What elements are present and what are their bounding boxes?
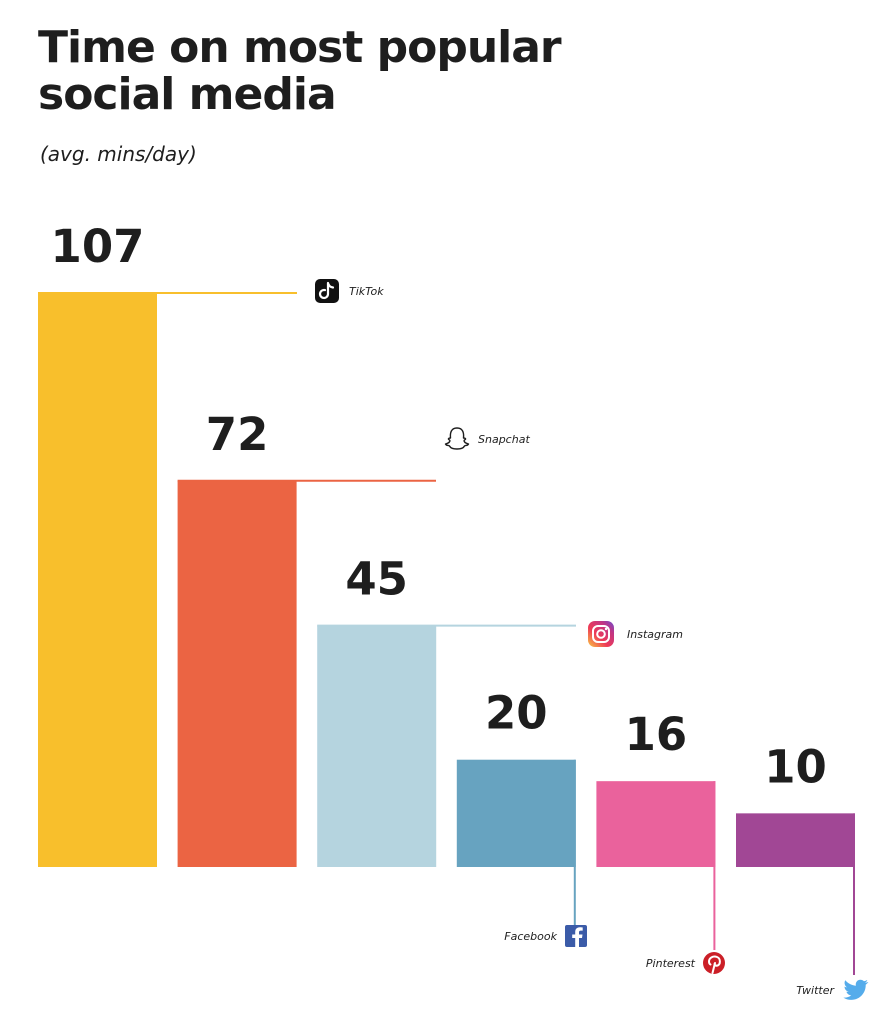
value-label-instagram: 45	[345, 553, 408, 606]
value-label-snapchat: 72	[206, 408, 269, 461]
platform-label-snapchat: Snapchat	[478, 433, 530, 446]
platform-label-twitter: Twitter	[796, 984, 835, 997]
value-label-tiktok: 107	[51, 220, 145, 273]
chart-title-line-1: Time on most popular	[38, 22, 562, 73]
twitter-icon	[843, 979, 869, 1000]
instagram-icon	[588, 621, 614, 647]
bar-snapchat	[177, 480, 297, 867]
platform-label-instagram: Instagram	[627, 628, 683, 641]
value-label-facebook: 20	[485, 687, 548, 740]
bar-pinterest	[596, 781, 716, 867]
chart-title: Time on most popular social media	[38, 22, 562, 120]
platform-label-pinterest: Pinterest	[646, 957, 696, 970]
tiktok-icon	[315, 279, 339, 303]
bar-facebook	[456, 759, 576, 867]
snapchat-icon	[444, 427, 470, 450]
bar-instagram	[317, 625, 437, 867]
facebook-icon	[565, 925, 587, 947]
chart-title-line-2: social media	[38, 69, 337, 120]
platform-label-tiktok: TikTok	[349, 285, 384, 298]
platform-label-facebook: Facebook	[504, 930, 557, 943]
value-label-pinterest: 16	[625, 708, 688, 761]
bar-twitter	[736, 813, 855, 867]
chart-subtitle: (avg. mins/day)	[40, 142, 197, 166]
pinterest-icon	[703, 952, 725, 974]
value-label-twitter: 10	[764, 740, 827, 793]
bar-tiktok	[38, 293, 157, 867]
